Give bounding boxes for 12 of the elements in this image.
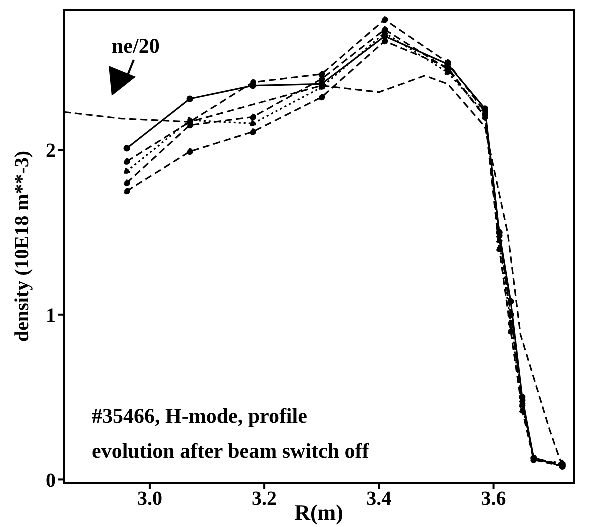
annotation: evolution after beam switch off xyxy=(92,439,370,463)
x-tick-label: 3.4 xyxy=(366,488,392,510)
x-axis-title: R(m) xyxy=(294,500,344,525)
y-tick-label: 2 xyxy=(46,140,56,162)
x-tick-label: 3.6 xyxy=(481,488,506,510)
annotation: #35466, H-mode, profile xyxy=(92,404,308,428)
x-tick-label: 3.0 xyxy=(137,488,162,510)
x-tick-label: 3.2 xyxy=(252,488,278,510)
annotation: ne/20 xyxy=(112,34,160,58)
y-tick-label: 1 xyxy=(46,304,56,327)
y-tick-label: 0 xyxy=(46,470,56,492)
y-axis-title: density (10E18 m**-3) xyxy=(12,150,34,342)
